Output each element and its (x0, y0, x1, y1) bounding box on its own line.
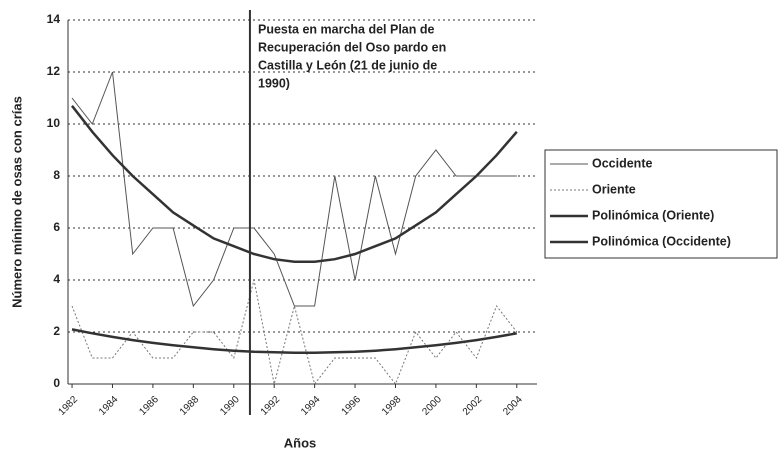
x-tick-label: 1992 (259, 394, 283, 418)
annotation: Castilla y León (21 de junio de (258, 58, 437, 72)
y-tick-label: 8 (53, 168, 60, 182)
y-tick-label: 14 (47, 12, 61, 26)
y-axis-label: Número mínimo de osas con crías (9, 96, 24, 308)
series-line (71, 279, 518, 386)
y-tick-label: 0 (53, 376, 60, 390)
y-tick-label: 4 (53, 272, 60, 286)
y-tick-label: 12 (47, 64, 61, 78)
legend-label: Occidente (592, 156, 652, 170)
x-tick-label: 1998 (380, 394, 404, 418)
x-tick-label: 1982 (57, 394, 81, 418)
series-line (71, 328, 518, 355)
x-tick-label: 1988 (178, 394, 202, 418)
x-tick-label: 1996 (340, 394, 364, 418)
y-tick-label: 10 (47, 116, 61, 130)
x-tick-label: 1986 (137, 394, 161, 418)
series-line (71, 105, 518, 264)
y-tick-label: 2 (53, 324, 60, 338)
series-line (71, 71, 517, 308)
legend-label: Polinómica (Oriente) (592, 208, 714, 222)
y-tick-label: 6 (53, 220, 60, 234)
legend-label: Polinómica (Occidente) (592, 234, 731, 248)
legend-box (544, 149, 778, 259)
legend-label: Oriente (592, 182, 636, 196)
x-tick-label: 2004 (501, 394, 525, 418)
annotation: 1990) (258, 76, 290, 90)
x-tick-label: 2002 (461, 394, 485, 418)
x-tick-label: 2000 (420, 394, 444, 418)
x-tick-label: 1994 (299, 394, 323, 418)
x-tick-label: 1984 (97, 394, 121, 418)
x-axis-label: Años (284, 435, 317, 450)
annotation: Recuperación del Oso pardo en (258, 40, 446, 54)
annotation: Puesta en marcha del Plan de (258, 22, 435, 36)
x-tick-label: 1990 (218, 394, 242, 418)
